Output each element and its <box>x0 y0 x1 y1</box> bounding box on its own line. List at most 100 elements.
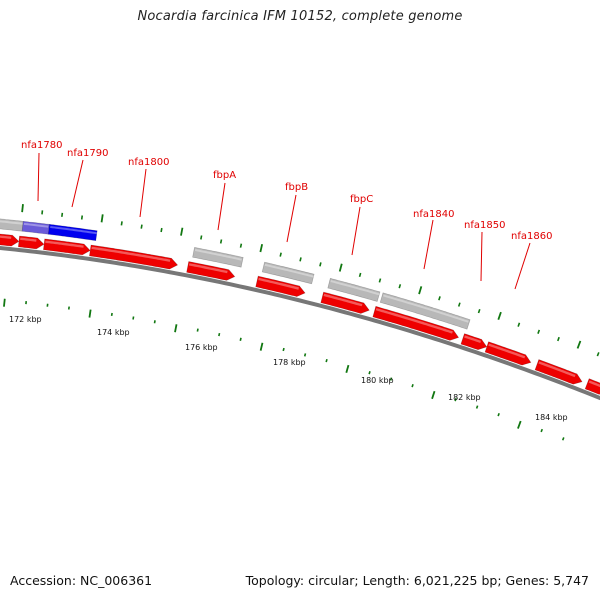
grey-feature-3 <box>261 261 315 285</box>
cds-arrow-4 <box>89 244 179 270</box>
scale-tick <box>132 316 135 320</box>
gene-label: nfa1840 <box>413 209 454 220</box>
scale-tick <box>282 347 285 352</box>
cds-arrow-1 <box>0 233 20 247</box>
cds-arrow-8-highlight <box>375 308 453 334</box>
outer-tick <box>557 336 560 342</box>
outer-tick <box>418 286 423 295</box>
outer-tick <box>200 235 203 240</box>
scale-tick <box>303 353 307 357</box>
cds-arrow-1-highlight <box>0 235 12 239</box>
scale-tick <box>475 405 479 409</box>
outer-tick <box>537 329 541 334</box>
outer-tick <box>477 308 481 314</box>
feature-track <box>0 218 600 401</box>
outer-tick <box>219 239 223 244</box>
gene-leader-line <box>286 194 297 243</box>
cds-arrow-6-highlight <box>258 277 299 290</box>
scale-tick <box>345 364 350 374</box>
gene-leader-line <box>37 152 40 202</box>
scale-tick <box>259 342 264 351</box>
gene-leader-line <box>423 219 434 270</box>
gene-label: nfa1850 <box>464 220 505 231</box>
cds-arrow-2 <box>17 235 45 250</box>
gene-label: fbpC <box>350 194 373 205</box>
gene-leader-line <box>514 242 531 290</box>
grey-feature-5 <box>379 292 471 330</box>
outer-tick <box>398 284 402 289</box>
outer-tick <box>100 214 104 223</box>
outer-tick <box>576 340 582 349</box>
scale-tick <box>239 337 242 341</box>
scale-tick <box>174 324 178 333</box>
blue-feature <box>47 223 98 242</box>
cds-arrow-3-highlight <box>45 240 84 248</box>
scale-tick <box>411 384 414 388</box>
outer-tick <box>457 302 461 307</box>
outer-tick <box>358 272 362 278</box>
scale-tick <box>389 377 393 381</box>
scale-label: 172 kbp <box>9 315 42 324</box>
scale-label: 182 kbp <box>448 393 481 402</box>
gene-leader-line <box>71 159 84 208</box>
cds-arrow-8 <box>372 305 460 341</box>
scale-tick <box>540 428 543 433</box>
outer-tick <box>80 215 84 220</box>
gene-label: fbpB <box>285 182 308 193</box>
gene-label: nfa1800 <box>128 157 169 168</box>
scale-tick <box>454 398 457 402</box>
scale-ticks <box>3 204 600 441</box>
outer-tick <box>160 227 163 233</box>
cds-arrow-6 <box>255 275 306 297</box>
outer-tick <box>21 204 24 213</box>
cds-arrow-11 <box>534 359 583 385</box>
gene-labels: 172 kbp 174 kbp 176 kbp 178 kbp 180 kbp 182 k… <box>9 140 568 422</box>
scale-label: 184 kbp <box>535 413 568 422</box>
cds-arrow-12-highlight <box>588 380 600 388</box>
scale-label: 178 kbp <box>273 358 306 367</box>
cds-arrow-7 <box>320 291 370 314</box>
gene-label: nfa1790 <box>67 148 108 159</box>
scale-tick <box>218 332 221 337</box>
outer-tick <box>61 212 64 217</box>
genome-backbone <box>0 245 600 401</box>
accession-text: Accession: NC_006361 <box>10 573 153 588</box>
gene-leader-line <box>480 231 483 282</box>
cds-arrow-3 <box>43 238 91 256</box>
cds-arrow-5 <box>186 261 236 281</box>
blue-feature-left-highlight <box>23 222 49 228</box>
grey-feature-4-highlight <box>330 280 380 296</box>
gene-leader-line <box>217 182 226 231</box>
scale-tick <box>88 309 92 318</box>
scale-label: 174 kbp <box>97 328 130 337</box>
cds-arrow-10-highlight <box>488 343 526 359</box>
outer-tick <box>438 296 441 301</box>
scale-tick <box>517 420 522 429</box>
gene-label: nfa1860 <box>511 231 552 242</box>
scale-tick <box>431 390 436 400</box>
map-title: Nocardia farcinica IFM 10152, complete g… <box>137 9 463 24</box>
outer-tick <box>319 262 322 267</box>
scale-tick <box>3 298 6 307</box>
scale-tick <box>368 371 371 375</box>
outer-tick <box>299 257 302 262</box>
cds-arrow-12 <box>584 378 600 395</box>
cds-arrow-2-highlight <box>20 237 37 242</box>
grey-feature-2-highlight <box>194 249 242 261</box>
scale-tick <box>497 412 500 417</box>
outer-tick <box>180 227 184 236</box>
outer-tick <box>120 221 123 226</box>
scale-tick <box>325 358 328 363</box>
grey-feature-2 <box>192 247 244 268</box>
outer-tick <box>497 311 502 320</box>
grey-feature-1-highlight <box>0 220 23 225</box>
outer-tick <box>338 263 343 272</box>
blue-feature-highlight <box>50 226 97 235</box>
grey-feature-4 <box>327 277 381 302</box>
gene-leader-line <box>351 206 361 256</box>
scale-tick <box>153 320 156 324</box>
genome-summary-text: Topology: circular; Length: 6,021,225 bp… <box>245 573 589 588</box>
scale-label: 180 kbp <box>361 376 394 385</box>
outer-tick <box>378 278 382 283</box>
